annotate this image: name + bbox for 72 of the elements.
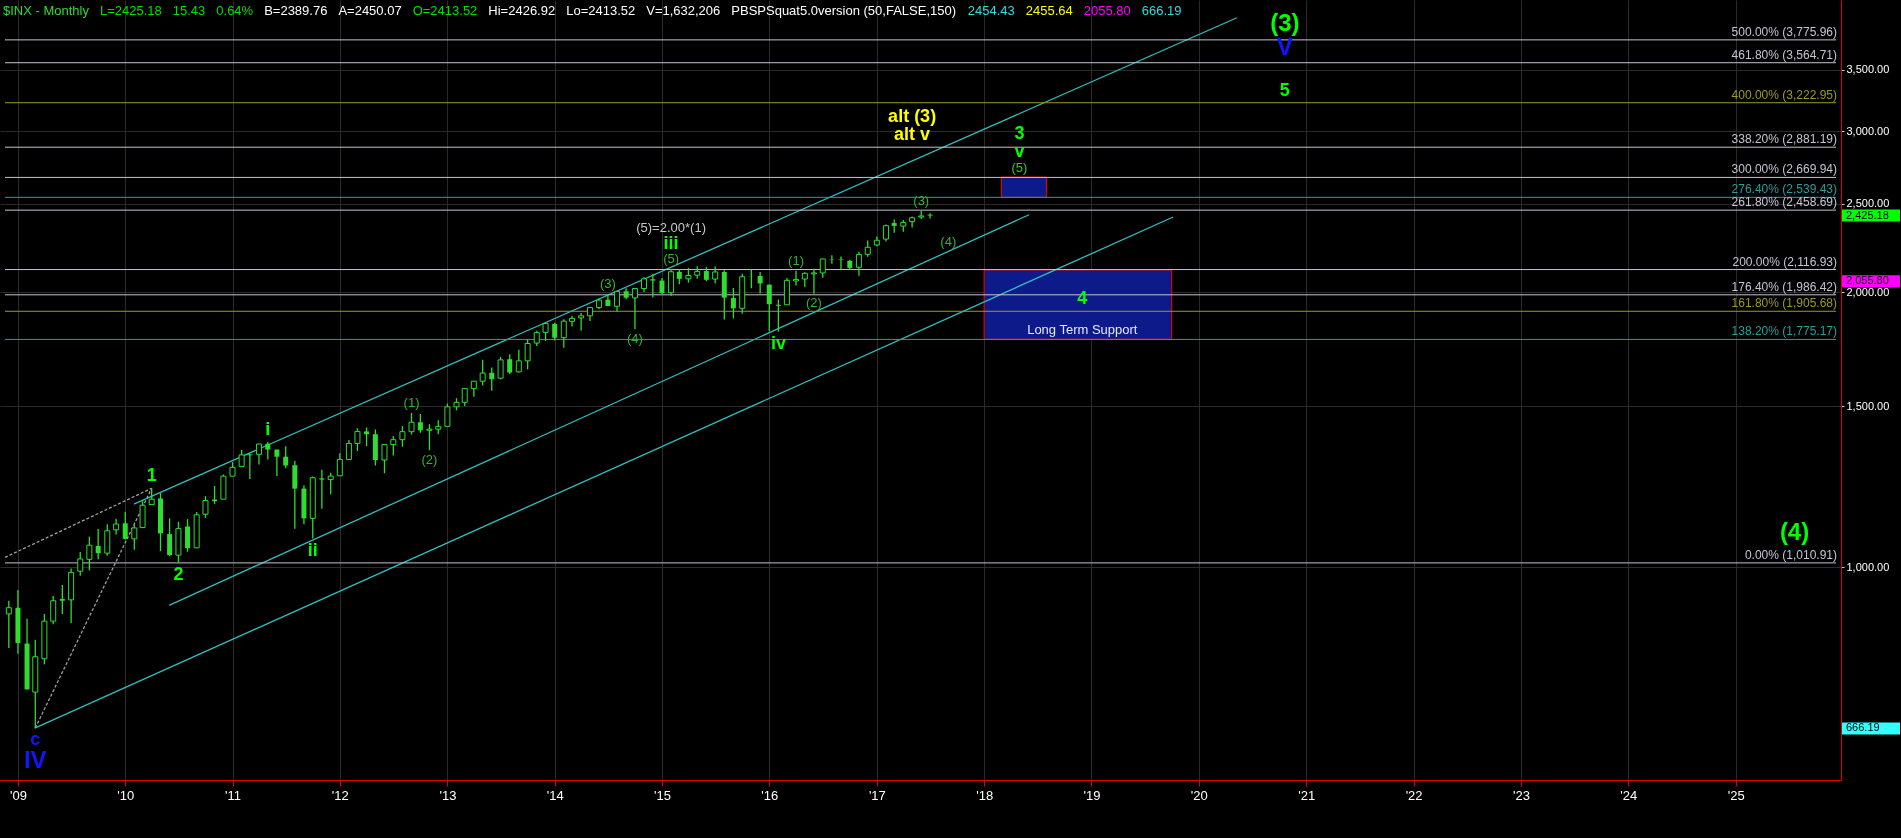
x-tick-label: '14	[546, 787, 564, 803]
annotation: B=2389.76	[264, 3, 328, 18]
y-tick-label: 2,500.00	[1846, 197, 1890, 210]
ref-line-label: 338.20% (2,881.19)	[1731, 132, 1837, 147]
ref-line-label: 176.40% (1,986.42)	[1731, 279, 1837, 294]
x-tick-label: '25	[1727, 787, 1745, 803]
annotation: L=2425.18	[99, 3, 162, 18]
annotation: V=1,632,206	[646, 3, 721, 18]
x-tick-label: '17	[868, 787, 886, 803]
x-tick-label: '12	[331, 787, 349, 803]
x-tick-label: '10	[117, 787, 135, 803]
annotation: 2	[173, 563, 184, 584]
ref-line-label: 0.00% (1,010.91)	[1744, 547, 1837, 562]
x-tick-label: '09	[9, 787, 27, 803]
annotation: (5)	[1011, 159, 1028, 175]
x-tick-label: '19	[1083, 787, 1101, 803]
annotation: (1)	[403, 395, 420, 411]
annotation: 5	[1279, 79, 1290, 100]
annotation: 3	[1014, 123, 1025, 144]
annotation: 666.19	[1141, 3, 1182, 18]
annotation: ii	[307, 539, 318, 560]
annotation: (2)	[806, 295, 822, 311]
annotation: (1)	[788, 253, 804, 269]
y-tick-label: 3,500.00	[1846, 63, 1890, 76]
chart-title: $INX - Monthly	[3, 3, 90, 18]
annotation: (3)	[599, 276, 616, 292]
annotation: Long Term Support	[1027, 321, 1138, 337]
annotation: PBSPSquat5.0version (50,FALSE,150)	[731, 3, 957, 18]
annotation: 1	[146, 465, 157, 486]
x-tick-label: '18	[976, 787, 994, 803]
annotation: O=2413.52	[412, 3, 478, 18]
ref-line-label: 261.80% (2,458.69)	[1731, 195, 1837, 210]
y-tick-label: 1,000.00	[1846, 560, 1890, 573]
annotation: 2055.80	[1083, 3, 1131, 18]
annotation: (4)	[1779, 517, 1810, 545]
ref-line-label: 400.00% (3,222.95)	[1731, 87, 1837, 102]
text: 2,055.80	[1846, 274, 1889, 287]
x-tick-label: '24	[1620, 787, 1638, 803]
ref-line-label: 138.20% (1,775.17)	[1731, 324, 1837, 339]
ref-line-label: 161.80% (1,905.68)	[1731, 296, 1837, 311]
annotation: Lo=2413.52	[566, 3, 636, 18]
x-tick-label: '11	[225, 787, 242, 803]
annotation: 0.64%	[216, 3, 254, 18]
y-tick-label: 2,000.00	[1846, 285, 1890, 298]
annotation: (3)	[1270, 8, 1300, 36]
y-tick-label: 1,500.00	[1846, 399, 1890, 412]
text: 2,425.18	[1846, 208, 1889, 221]
x-tick-label: '16	[761, 787, 779, 803]
x-tick-label: '13	[439, 787, 457, 803]
ref-line-label: 300.00% (2,669.94)	[1731, 162, 1837, 177]
annotation: (3)	[913, 193, 930, 209]
x-tick-label: '20	[1190, 787, 1208, 803]
annotation: 2454.43	[967, 3, 1015, 18]
annotation: (5)	[663, 251, 680, 267]
ref-line-label: 276.40% (2,539.43)	[1731, 182, 1837, 197]
x-tick-label: '21	[1298, 787, 1316, 803]
annotation: 15.43	[172, 3, 206, 18]
annotation: alt (3)	[888, 106, 937, 127]
annotation: (4)	[940, 234, 957, 250]
annotation: A=2450.07	[338, 3, 402, 18]
annotation: (2)	[421, 451, 438, 467]
annotation: i	[265, 418, 271, 439]
ref-line-label: 200.00% (2,116.93)	[1732, 254, 1837, 269]
x-tick-label: '23	[1512, 787, 1530, 803]
ref-line-label: 461.80% (3,564.71)	[1731, 47, 1837, 62]
x-tick-label: '22	[1405, 787, 1423, 803]
y-tick-label: 3,000.00	[1846, 124, 1890, 137]
annotation: 2455.64	[1025, 3, 1073, 18]
text: 666.19	[1846, 721, 1880, 734]
annotation: Hi=2426.92	[488, 3, 556, 18]
x-tick-label: '15	[654, 787, 671, 803]
ref-line-label: 500.00% (3,775.96)	[1731, 24, 1837, 39]
